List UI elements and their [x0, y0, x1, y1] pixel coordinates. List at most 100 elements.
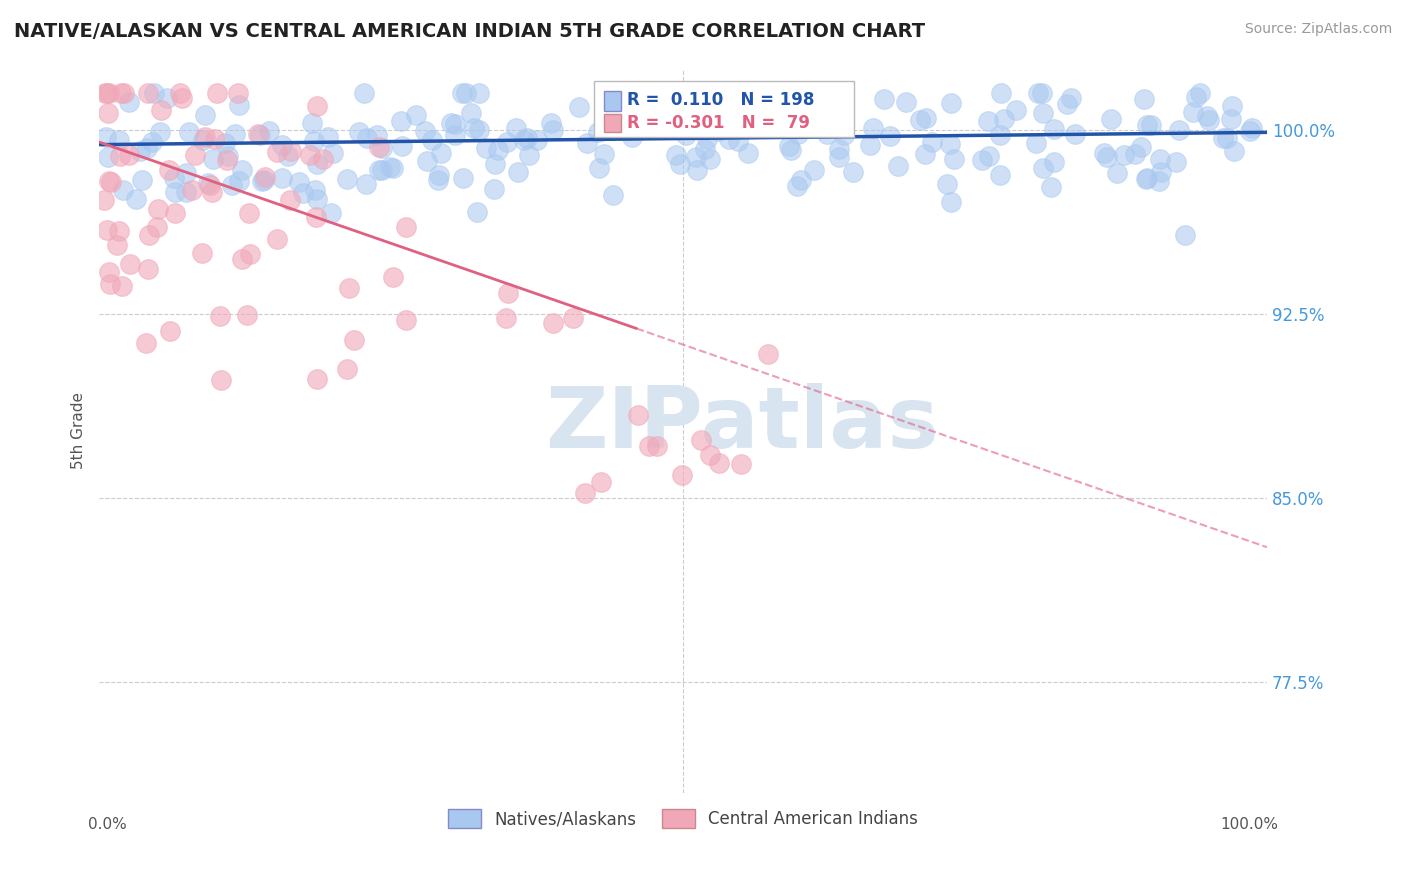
Point [280, 144, 302, 158]
Point [1031, 86, 1053, 100]
Point [118, 95, 141, 110]
Point [194, 130, 217, 145]
Point [298, 148, 321, 162]
Point [98, 265, 121, 279]
Point [253, 173, 276, 187]
Point [444, 128, 467, 143]
Point [159, 324, 181, 338]
Point [110, 86, 132, 100]
Point [100, 277, 122, 291]
Point [356, 131, 378, 145]
Point [620, 130, 643, 145]
Point [879, 129, 901, 144]
Point [465, 205, 488, 219]
Point [202, 152, 225, 166]
Point [574, 486, 596, 500]
Point [228, 98, 250, 112]
Point [368, 139, 391, 153]
Point [305, 372, 328, 386]
Point [1182, 104, 1205, 119]
Text: R = -0.301   N =  79: R = -0.301 N = 79 [627, 113, 810, 131]
Point [183, 147, 205, 161]
Point [94, 130, 117, 145]
Point [1168, 122, 1191, 136]
Point [266, 232, 288, 246]
Point [170, 91, 193, 105]
Point [98, 86, 121, 100]
Point [908, 112, 931, 127]
Point [257, 124, 280, 138]
Point [828, 142, 851, 156]
Point [827, 150, 849, 164]
Point [316, 130, 339, 145]
Point [236, 309, 259, 323]
Point [640, 112, 662, 126]
Point [107, 133, 129, 147]
Point [463, 121, 485, 136]
Point [108, 148, 131, 162]
Point [150, 103, 173, 117]
Point [665, 148, 688, 162]
Point [277, 149, 299, 163]
Point [506, 164, 529, 178]
Point [800, 105, 823, 120]
Point [803, 162, 825, 177]
Point [586, 125, 609, 139]
Point [645, 439, 668, 453]
Point [1026, 86, 1049, 100]
Point [737, 146, 759, 161]
Point [873, 92, 896, 106]
Point [1095, 150, 1118, 164]
Point [224, 127, 246, 141]
Point [1220, 98, 1243, 112]
Point [671, 467, 693, 482]
Point [1063, 127, 1085, 141]
Point [1092, 146, 1115, 161]
Point [287, 175, 309, 189]
Point [468, 122, 491, 136]
Point [707, 456, 730, 470]
Point [337, 281, 360, 295]
Text: R =  0.110   N = 198: R = 0.110 N = 198 [627, 92, 814, 110]
Point [228, 174, 250, 188]
Point [707, 123, 730, 137]
Point [988, 168, 1011, 182]
Point [217, 149, 239, 163]
Point [112, 183, 135, 197]
Point [567, 100, 589, 114]
Point [382, 161, 405, 175]
Point [474, 141, 496, 155]
Point [541, 122, 564, 136]
Point [505, 121, 527, 136]
Point [312, 152, 335, 166]
Point [382, 270, 405, 285]
Point [588, 161, 610, 175]
Point [1056, 97, 1078, 112]
Point [1198, 113, 1220, 128]
Point [94, 86, 117, 100]
Point [201, 185, 224, 199]
Point [693, 142, 716, 156]
Point [138, 227, 160, 242]
Point [887, 159, 910, 173]
Point [696, 132, 718, 146]
Point [93, 193, 115, 207]
Point [266, 145, 288, 159]
Point [1185, 90, 1208, 104]
Point [246, 127, 269, 141]
Point [1040, 179, 1063, 194]
Point [226, 86, 249, 100]
Point [675, 128, 697, 142]
Point [589, 475, 612, 489]
Point [1005, 103, 1028, 117]
Point [105, 238, 128, 252]
Point [1135, 171, 1157, 186]
FancyBboxPatch shape [595, 81, 853, 137]
Point [97, 174, 120, 188]
Point [990, 86, 1012, 100]
Point [96, 223, 118, 237]
Point [453, 171, 475, 186]
Point [148, 125, 170, 139]
Point [727, 135, 749, 149]
Point [395, 313, 418, 327]
